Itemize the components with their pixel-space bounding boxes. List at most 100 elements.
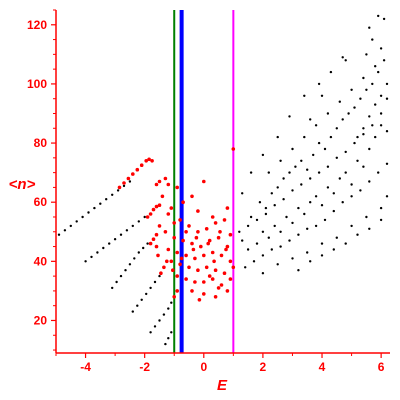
- data-point: [149, 286, 152, 290]
- data-point: [279, 230, 282, 233]
- x-tick-label: -2: [139, 360, 150, 374]
- data-point: [204, 265, 209, 270]
- x-tick-label: -4: [80, 360, 91, 374]
- data-point: [147, 157, 151, 162]
- data-point: [206, 241, 210, 246]
- data-point: [374, 103, 377, 106]
- data-point: [368, 227, 371, 230]
- data-point: [344, 59, 347, 62]
- data-point: [108, 242, 111, 245]
- data-point: [258, 201, 262, 204]
- data-point: [219, 253, 224, 258]
- data-point: [136, 304, 139, 307]
- data-point: [312, 153, 315, 157]
- data-point: [175, 185, 179, 190]
- data-point: [231, 265, 236, 270]
- data-point: [385, 97, 389, 100]
- data-point: [317, 141, 321, 145]
- data-point: [276, 186, 279, 189]
- data-point: [160, 194, 165, 199]
- data-point: [329, 70, 333, 74]
- data-point: [317, 171, 321, 174]
- data-point: [288, 115, 291, 118]
- data-point: [344, 171, 347, 174]
- data-point: [225, 289, 230, 293]
- data-point: [244, 266, 247, 269]
- data-point: [362, 127, 365, 130]
- data-point: [273, 204, 276, 207]
- data-point: [294, 165, 297, 168]
- data-point: [309, 201, 312, 204]
- data-point: [228, 232, 233, 237]
- data-point: [175, 274, 179, 278]
- data-point: [338, 100, 341, 103]
- data-point: [350, 195, 353, 198]
- data-point: [368, 180, 371, 183]
- data-point: [356, 233, 359, 236]
- axes: -4 -2 0 2 4 6 20 40 60 80 100 120: [27, 9, 390, 374]
- data-point: [374, 135, 377, 139]
- data-point: [385, 130, 389, 133]
- data-point: [267, 236, 270, 239]
- data-point: [165, 259, 169, 264]
- data-point: [371, 82, 374, 86]
- data-point: [99, 202, 102, 205]
- data-point: [216, 286, 221, 290]
- data-point: [350, 224, 353, 228]
- data-point: [133, 257, 136, 260]
- data-point: [157, 224, 162, 228]
- data-point: [320, 254, 324, 257]
- data-point: [150, 159, 154, 163]
- data-point: [207, 274, 212, 278]
- data-point: [196, 209, 200, 213]
- data-point: [317, 82, 321, 86]
- data-point: [379, 206, 383, 210]
- data-point: [119, 233, 123, 236]
- data-point: [288, 239, 291, 242]
- data-point: [154, 182, 159, 187]
- data-point: [306, 168, 309, 171]
- x-tick-label: 4: [319, 360, 326, 374]
- data-point: [149, 331, 152, 334]
- data-point: [270, 248, 273, 251]
- data-point: [374, 65, 377, 68]
- data-point: [159, 271, 163, 276]
- data-point: [323, 147, 327, 151]
- data-point: [143, 215, 146, 219]
- data-point: [264, 206, 268, 210]
- data-point: [151, 237, 156, 241]
- data-point: [382, 59, 386, 62]
- data-point: [323, 218, 327, 222]
- data-point: [162, 313, 166, 316]
- data-point: [137, 251, 140, 254]
- data-point: [335, 236, 338, 239]
- data-point: [332, 192, 335, 195]
- data-point: [202, 179, 206, 184]
- data-point: [306, 251, 309, 254]
- data-point: [341, 56, 344, 59]
- data-point: [279, 159, 282, 162]
- data-point: [178, 262, 182, 267]
- data-point: [63, 229, 67, 232]
- data-point: [218, 230, 222, 234]
- data-point: [276, 263, 279, 266]
- data-point: [297, 233, 300, 236]
- data-point: [379, 124, 383, 127]
- data-point: [344, 242, 347, 245]
- data-point: [139, 163, 144, 167]
- data-point: [179, 256, 184, 261]
- data-point: [196, 230, 200, 234]
- data-point: [297, 206, 300, 210]
- data-point: [153, 280, 157, 284]
- data-point: [194, 235, 199, 240]
- data-point: [172, 221, 176, 225]
- data-point: [158, 319, 161, 322]
- data-point: [212, 259, 216, 264]
- data-point: [335, 127, 338, 130]
- data-point: [291, 257, 294, 260]
- data-point: [282, 198, 285, 201]
- data-point: [128, 180, 132, 183]
- data-point: [210, 250, 215, 255]
- data-point: [184, 230, 188, 234]
